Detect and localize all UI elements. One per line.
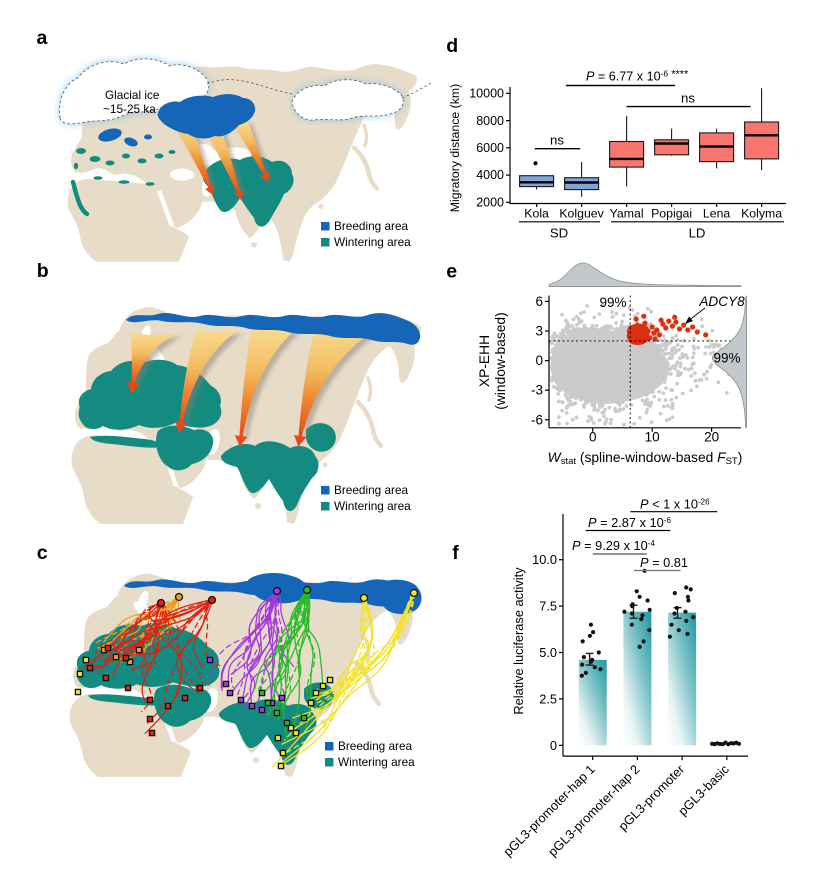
svg-text:ns: ns [550, 133, 564, 148]
svg-text:6000: 6000 [476, 141, 504, 155]
svg-text:Wintering area: Wintering area [334, 499, 411, 513]
svg-text:(window-based): (window-based) [493, 312, 508, 409]
svg-text:Relative luciferase activity: Relative luciferase activity [511, 567, 526, 715]
svg-text:P < 1 x 10-26: P < 1 x 10-26 [640, 497, 710, 512]
svg-text:~15-25 ka: ~15-25 ka [103, 102, 156, 116]
svg-text:5.0: 5.0 [539, 645, 557, 660]
svg-text:b: b [37, 260, 49, 282]
svg-text:7.5: 7.5 [539, 599, 557, 614]
svg-text:Kolyma: Kolyma [741, 207, 782, 221]
svg-text:8000: 8000 [476, 114, 504, 128]
svg-text:-6: -6 [531, 412, 543, 427]
svg-text:0: 0 [589, 430, 597, 445]
svg-text:SD: SD [550, 226, 568, 241]
svg-text:Yamal: Yamal [610, 207, 644, 221]
svg-text:2.5: 2.5 [539, 691, 557, 706]
svg-text:0: 0 [535, 353, 543, 368]
svg-text:3: 3 [535, 324, 543, 339]
svg-text:Migratory distance (km): Migratory distance (km) [448, 84, 462, 212]
svg-text:Glacial ice: Glacial ice [105, 88, 160, 102]
svg-text:Wintering area: Wintering area [334, 235, 411, 249]
svg-text:Kola: Kola [524, 207, 549, 221]
svg-text:Wintering area: Wintering area [338, 755, 415, 769]
svg-text:Wstat (spline-window-based FST: Wstat (spline-window-based FST) [548, 450, 743, 467]
svg-text:ADCY8: ADCY8 [698, 294, 745, 309]
svg-text:10: 10 [645, 430, 660, 445]
svg-text:P = 0.81: P = 0.81 [640, 555, 688, 570]
svg-text:a: a [37, 27, 48, 49]
svg-text:4000: 4000 [476, 168, 504, 182]
svg-text:Breeding area: Breeding area [334, 483, 409, 497]
svg-text:e: e [446, 261, 457, 283]
svg-text:c: c [37, 542, 48, 564]
svg-text:f: f [452, 542, 459, 564]
svg-text:XP-EHH: XP-EHH [477, 335, 492, 387]
svg-text:6: 6 [535, 294, 543, 309]
svg-text:10000: 10000 [469, 87, 504, 101]
svg-text:-3: -3 [531, 383, 543, 398]
svg-text:P = 6.77 x 10-6 ****: P = 6.77 x 10-6 **** [586, 69, 689, 84]
svg-text:ns: ns [681, 91, 695, 106]
svg-text:0: 0 [550, 738, 557, 753]
svg-text:LD: LD [689, 226, 706, 241]
svg-text:2000: 2000 [476, 196, 504, 210]
svg-text:Breeding area: Breeding area [334, 219, 409, 233]
svg-text:99%: 99% [599, 295, 626, 310]
svg-text:P = 9.29 x 10-4: P = 9.29 x 10-4 [572, 538, 655, 553]
svg-text:Popigai: Popigai [651, 207, 692, 221]
svg-text:Kolguev: Kolguev [559, 207, 604, 221]
svg-text:Breeding area: Breeding area [338, 739, 413, 753]
svg-text:20: 20 [704, 430, 719, 445]
svg-text:d: d [446, 35, 458, 57]
svg-text:P = 2.87 x 10-6: P = 2.87 x 10-6 [588, 515, 671, 530]
svg-text:99%: 99% [713, 351, 740, 366]
svg-text:Lena: Lena [703, 207, 731, 221]
svg-text:10.0: 10.0 [532, 552, 557, 567]
